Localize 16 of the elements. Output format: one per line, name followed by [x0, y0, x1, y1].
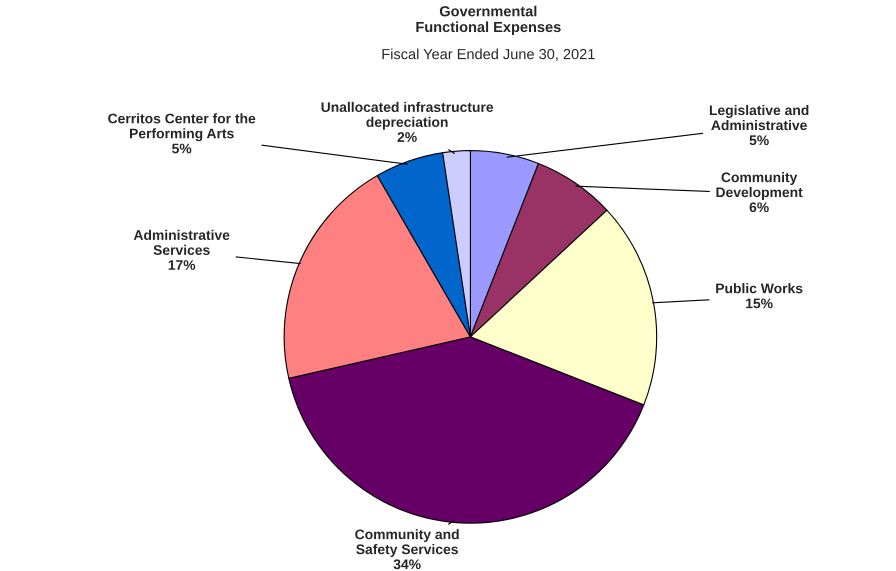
slice-label: Unallocated infrastructure depreciation — [322, 102, 494, 130]
data-label: 5% — [172, 144, 192, 154]
chart-subtitle: Fiscal Year Ended June 30, 2021 — [382, 48, 595, 61]
data-label: 34% — [394, 559, 421, 570]
data-label: 6% — [750, 202, 769, 212]
data-label: 15% — [746, 298, 773, 308]
data-label: 2% — [398, 132, 417, 142]
slice-label: Cerritos Center for the Performing Arts — [108, 113, 256, 142]
slice-label: Community and Safety Services — [355, 529, 459, 557]
slice-label: Community Development — [716, 172, 803, 200]
data-label: 5% — [750, 135, 769, 146]
slice-label: Legislative and Administrative — [710, 104, 808, 130]
chart-title: Governmental Functional Expenses — [416, 6, 561, 36]
slice-label: Public Works — [716, 283, 802, 294]
data-label: 17% — [168, 260, 196, 270]
slice-label: Administrative Services — [134, 230, 230, 255]
